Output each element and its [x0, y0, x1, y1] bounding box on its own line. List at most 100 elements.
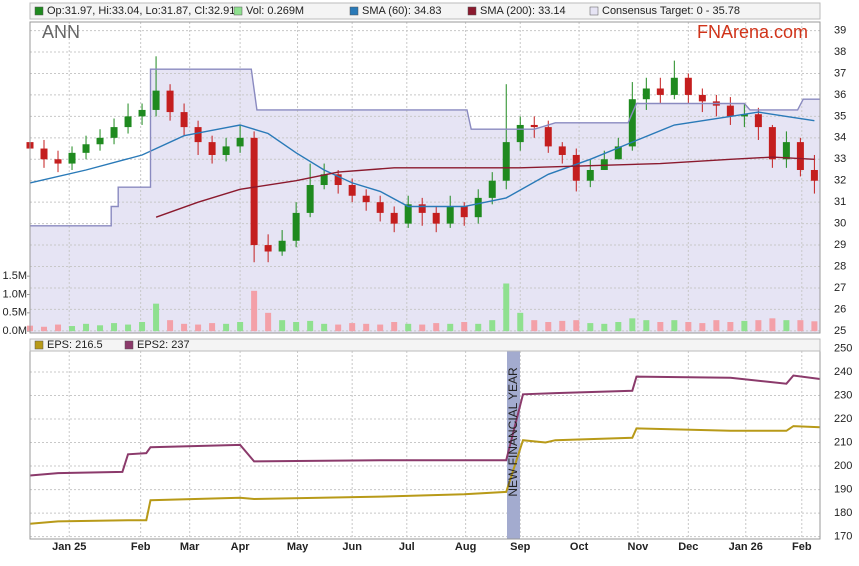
volume-bar	[97, 325, 104, 332]
volume-bar	[363, 323, 370, 332]
candle-body	[236, 137, 244, 147]
volume-bar	[153, 303, 160, 332]
volume-bar	[377, 324, 384, 332]
candle-body	[754, 114, 762, 128]
y-tick-label: 31	[834, 196, 846, 208]
candle-body	[740, 114, 748, 117]
candle-body	[222, 146, 230, 155]
y-tick-label: 210	[834, 436, 852, 448]
candle-body	[138, 109, 146, 117]
y-tick-label: 29	[834, 239, 846, 251]
y-tick-label: 170	[834, 531, 852, 543]
candle-body	[782, 142, 790, 160]
legend-bar	[29, 2, 821, 20]
annotation-band	[507, 349, 520, 539]
candle-body	[180, 112, 188, 128]
candle-body	[348, 185, 356, 196]
x-tick-label: Sep	[510, 541, 530, 553]
volume-bar	[573, 320, 580, 332]
candle-body	[460, 206, 468, 218]
candle-body	[586, 169, 594, 181]
volume-bar	[503, 283, 510, 332]
candle-body	[194, 127, 202, 143]
candle-body	[82, 144, 90, 153]
candle-body	[656, 88, 664, 95]
legend-swatch	[124, 340, 134, 350]
y-tick-label: 35	[834, 110, 846, 122]
candle-body	[418, 204, 426, 213]
volume-bar	[447, 323, 454, 332]
candle-body	[40, 148, 48, 160]
candle-body	[54, 159, 62, 164]
candle-body	[530, 124, 538, 128]
volume-bar	[167, 320, 174, 332]
volume-bar	[307, 320, 314, 332]
legend-label: EPS2: 237	[137, 339, 190, 351]
volume-tick-label: 1.5M	[3, 270, 27, 282]
target-area	[30, 69, 820, 333]
candle-body	[558, 146, 566, 155]
x-tick-label: Feb	[131, 541, 151, 553]
volume-bar	[279, 320, 286, 332]
y-tick-label: 39	[834, 24, 846, 36]
eps-line	[29, 425, 821, 525]
candle-body	[502, 142, 510, 181]
x-tick-label: Jun	[342, 541, 362, 553]
volume-bar	[559, 320, 566, 332]
volume-bar	[55, 324, 62, 332]
y-tick-label: 26	[834, 303, 846, 315]
candle-body	[390, 212, 398, 224]
legend-swatch	[233, 6, 243, 16]
volume-bar	[657, 321, 664, 332]
volume-bar	[517, 312, 524, 332]
y-tick-label: 250	[834, 342, 852, 354]
y-tick-label: 28	[834, 260, 846, 272]
volume-bar	[531, 320, 538, 332]
volume-bar	[699, 323, 706, 332]
volume-bar	[111, 323, 118, 332]
candle-body	[96, 137, 104, 145]
y-tick-label: 37	[834, 67, 846, 79]
volume-bar	[461, 321, 468, 332]
candle-body	[432, 212, 440, 224]
candle-body	[488, 180, 496, 198]
volume-tick-label: 0.0M	[3, 325, 27, 337]
legend-swatch	[34, 6, 44, 16]
volume-bar	[41, 326, 48, 332]
volume-bar	[237, 321, 244, 332]
y-tick-label: 190	[834, 483, 852, 495]
candle-body	[642, 88, 650, 100]
candle-body	[68, 152, 76, 164]
y-tick-label: 33	[834, 153, 846, 165]
candle-body	[572, 154, 580, 181]
x-tick-label: Mar	[180, 541, 200, 553]
candle-body	[152, 90, 160, 110]
x-tick-label: Oct	[570, 541, 589, 553]
volume-bar	[349, 323, 356, 332]
candle-body	[670, 77, 678, 95]
sma-line	[29, 111, 815, 208]
volume-bar	[713, 320, 720, 332]
volume-bar	[251, 290, 258, 332]
x-tick-label: Jan 26	[729, 541, 763, 553]
candle-body	[166, 90, 174, 113]
volume-bar	[671, 320, 678, 332]
volume-bar	[195, 324, 202, 332]
volume-bar	[265, 312, 272, 332]
candle-body	[404, 204, 412, 224]
volume-bar	[601, 323, 608, 332]
legend-bar	[29, 338, 821, 352]
x-tick-label: Feb	[792, 541, 812, 553]
x-tick-label: Aug	[455, 541, 476, 553]
volume-bar	[769, 318, 776, 332]
legend-label: SMA (200): 33.14	[480, 5, 566, 17]
x-tick-label: Nov	[628, 541, 650, 553]
volume-bar	[489, 320, 496, 332]
volume-bar	[629, 318, 636, 332]
volume-bar	[783, 320, 790, 332]
candle-body	[726, 105, 734, 117]
candle-body	[292, 212, 300, 241]
volume-bar	[727, 321, 734, 332]
volume-bar	[391, 321, 398, 332]
